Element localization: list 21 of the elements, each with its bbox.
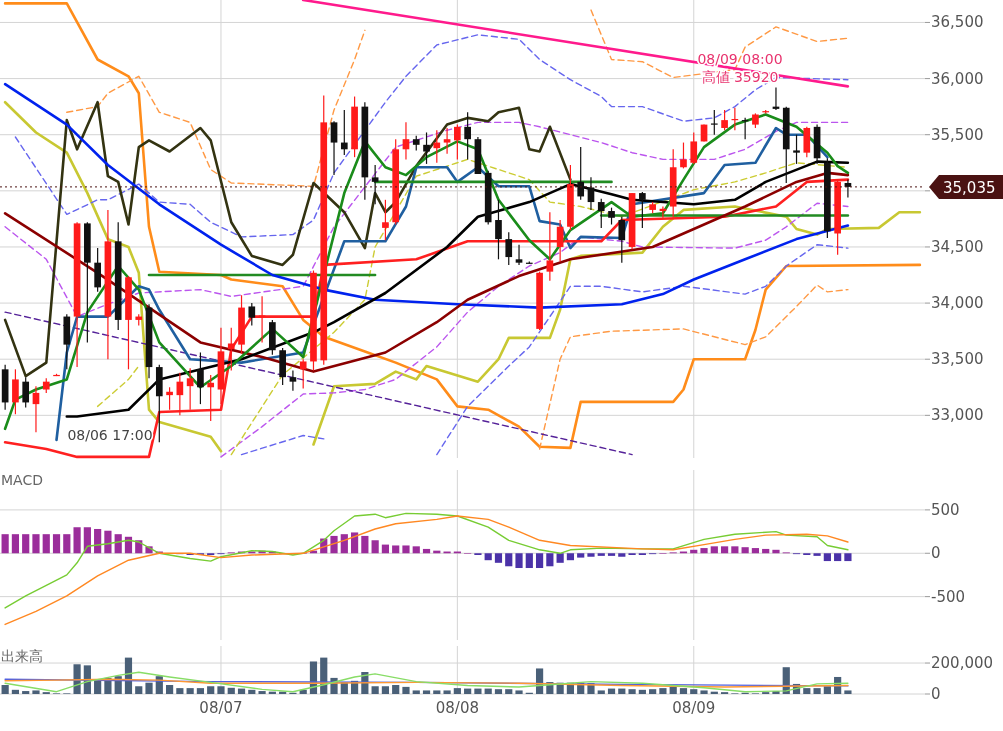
y-tick-label: 200,000: [931, 654, 994, 673]
y-tick-label: 0: [931, 685, 941, 703]
y-tick-label: -500: [931, 587, 966, 606]
x-tick-label: 08/08: [435, 699, 479, 717]
y-tick-label: 34,500: [931, 237, 984, 256]
y-tick-label: 500: [931, 500, 960, 519]
annotation: 08/06 17:00: [67, 427, 153, 443]
y-tick-label: 36,000: [931, 69, 984, 88]
y-tick-label: 33,500: [931, 350, 984, 369]
x-tick-label: 08/09: [672, 699, 716, 717]
y-tick-label: 0: [931, 544, 941, 563]
y-tick-label: 33,000: [931, 406, 984, 425]
annotation: 08/09 08:00: [697, 51, 783, 67]
chart-title: MACD: [1, 472, 43, 488]
ref-line-label: 35,035: [943, 178, 996, 197]
x-tick-label: 08/07: [199, 699, 243, 717]
y-tick-label: 36,500: [931, 13, 984, 32]
annotation: 高値 35920: [701, 69, 779, 85]
chart-title: 出来高: [1, 648, 43, 664]
y-tick-label: 35,500: [931, 125, 984, 144]
y-tick-label: 34,000: [931, 294, 984, 313]
